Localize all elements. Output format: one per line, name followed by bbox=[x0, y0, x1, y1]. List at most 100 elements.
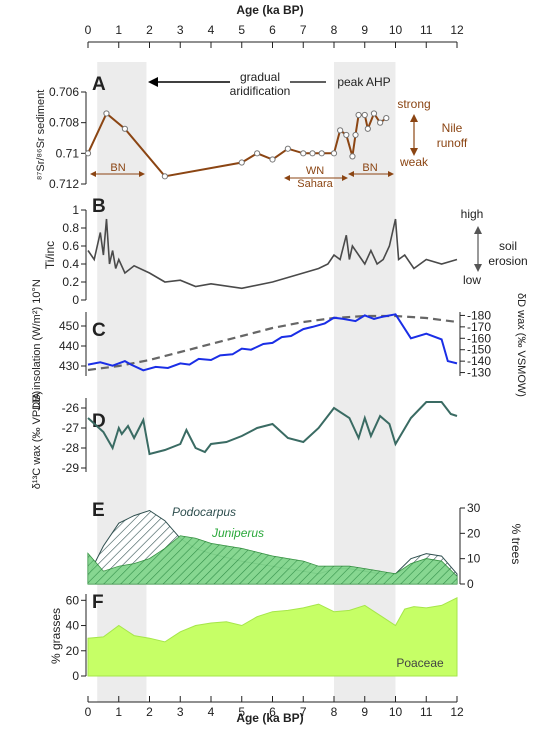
panel-c-left-tick-label: 440 bbox=[59, 339, 79, 353]
gradual-label: gradual bbox=[240, 70, 280, 84]
panel-a-tick-label: 0.706 bbox=[49, 85, 79, 99]
panel-a-point bbox=[364, 125, 371, 132]
panel-b-tick-label: 0 bbox=[72, 293, 79, 307]
panel-e-tick-label: 0 bbox=[467, 577, 474, 591]
panel-label-e: E bbox=[92, 500, 105, 521]
panel-a-point bbox=[370, 110, 378, 117]
panel-a-point bbox=[121, 125, 129, 132]
panel-label-f: F bbox=[92, 592, 104, 613]
bottom-tick-label: 1 bbox=[115, 705, 122, 719]
panel-e-tick-label: 20 bbox=[467, 526, 481, 540]
panel-c-left-tick-label: 430 bbox=[59, 359, 79, 373]
bottom-tick-label: 11 bbox=[420, 705, 433, 719]
panel-label-c: C bbox=[92, 320, 106, 341]
panel-a-point bbox=[337, 127, 344, 134]
panel-d-series-line bbox=[87, 401, 458, 456]
panel-e-tick-label: 30 bbox=[467, 501, 481, 515]
panel-e: 0 10 20 30 bbox=[87, 501, 481, 591]
panel-b-series-line bbox=[87, 218, 458, 290]
panel-b-tick-label: 1 bbox=[72, 203, 79, 217]
top-axis-title: Age (ka BP) bbox=[236, 3, 303, 17]
panel-a-point bbox=[318, 150, 325, 157]
top-tick-label: 5 bbox=[238, 23, 245, 37]
juniperus-label: Juniperus bbox=[211, 526, 264, 540]
panel-a-point bbox=[300, 150, 307, 157]
sahara-label: Sahara bbox=[297, 178, 333, 190]
panel-c-right-tick-label: -160 bbox=[467, 331, 491, 345]
top-axis: 0 1 2 3 4 5 6 7 8 9 10 11 12 bbox=[85, 23, 464, 48]
bn-left-range bbox=[90, 171, 145, 177]
top-tick-label: 3 bbox=[177, 23, 184, 37]
bottom-tick-label: 7 bbox=[300, 705, 307, 719]
shaded-band-0 bbox=[97, 62, 147, 702]
wn-sahara-range bbox=[284, 175, 348, 181]
panel-c-ylabel: JJA insolation (W/m²) 10°N bbox=[31, 279, 43, 411]
panel-a-point bbox=[352, 131, 359, 139]
panel-a-point bbox=[343, 131, 350, 139]
panel-f: 0 20 40 60 bbox=[66, 593, 458, 683]
bn-right-label: BN bbox=[362, 162, 377, 174]
panel-f-tick-label: 40 bbox=[66, 619, 80, 633]
erosion-label: erosion bbox=[488, 254, 527, 268]
panel-f-tick-label: 0 bbox=[72, 669, 79, 683]
panel-c-right-tick-label: -170 bbox=[467, 320, 491, 334]
weak-label: weak bbox=[399, 155, 429, 169]
panel-a-point bbox=[361, 111, 368, 119]
peak-ahp-label: peak AHP bbox=[337, 75, 390, 89]
panel-c-series-1 bbox=[87, 313, 458, 372]
panel-b: 0 0.2 0.4 0.6 0.8 1 bbox=[62, 203, 458, 307]
wn-label: WN bbox=[306, 165, 324, 177]
top-tick-label: 0 bbox=[85, 23, 92, 37]
bn-left-label: BN bbox=[110, 162, 125, 174]
panel-c-left-tick-label: 450 bbox=[59, 319, 79, 333]
top-tick-label: 6 bbox=[269, 23, 276, 37]
podocarpus-label: Podocarpus bbox=[172, 505, 236, 519]
panel-c-y2label: δD wax (‰ VSMOW) bbox=[515, 293, 527, 397]
high-label: high bbox=[461, 207, 484, 221]
bottom-tick-label: 0 bbox=[85, 705, 92, 719]
bottom-tick-label: 8 bbox=[331, 705, 338, 719]
shaded-bands bbox=[97, 62, 396, 702]
panel-f-tick-label: 20 bbox=[66, 644, 80, 658]
panel-d: -26 -27 -28 -29 bbox=[62, 398, 458, 475]
panel-b-tick-label: 0.4 bbox=[62, 257, 79, 271]
panel-f-ylabel: % grasses bbox=[49, 608, 63, 664]
panel-a-point bbox=[330, 150, 338, 157]
panel-a-point bbox=[84, 150, 92, 157]
top-tick-label: 11 bbox=[420, 23, 433, 37]
soil-label: soil bbox=[499, 239, 517, 253]
top-tick-label: 2 bbox=[146, 23, 153, 37]
aridification-label: aridification bbox=[230, 84, 291, 98]
panel-b-tick-label: 0.6 bbox=[62, 239, 79, 253]
erosion-arrow-up bbox=[474, 226, 482, 234]
panel-e-hatch-overlay bbox=[88, 535, 457, 584]
panel-a-point bbox=[355, 111, 362, 119]
panel-a-point bbox=[254, 150, 261, 157]
bn-right-range bbox=[348, 171, 394, 177]
panel-a-point bbox=[238, 159, 245, 166]
panel-b-tick-label: 0.8 bbox=[62, 221, 79, 235]
top-tick-label: 7 bbox=[300, 23, 307, 37]
poaceae-label: Poaceae bbox=[396, 656, 444, 670]
panel-e-ylabel: % trees bbox=[509, 524, 523, 565]
panel-f-area-poaceae bbox=[87, 596, 458, 677]
bottom-tick-label: 10 bbox=[389, 705, 403, 719]
panel-d-ylabel: δ¹³C wax (‰ VPDB) bbox=[31, 391, 43, 489]
low-label: low bbox=[463, 273, 481, 287]
panel-d-tick-label: -27 bbox=[62, 421, 80, 435]
panel-a-series-line bbox=[87, 111, 387, 178]
panel-e-tick-label: 10 bbox=[467, 552, 481, 566]
bottom-tick-label: 12 bbox=[450, 705, 464, 719]
strong-label: strong bbox=[397, 97, 430, 111]
panel-a-point bbox=[377, 119, 384, 126]
top-tick-label: 12 bbox=[450, 23, 464, 37]
bottom-tick-label: 9 bbox=[361, 705, 368, 719]
shaded-band-1 bbox=[334, 62, 396, 702]
panel-a-point bbox=[103, 110, 110, 117]
bottom-tick-label: 4 bbox=[208, 705, 215, 719]
panel-a-point bbox=[269, 156, 276, 163]
panel-label-b: B bbox=[92, 196, 106, 217]
panel-c-right-tick-label: -150 bbox=[467, 343, 491, 357]
bottom-tick-label: 6 bbox=[269, 705, 276, 719]
